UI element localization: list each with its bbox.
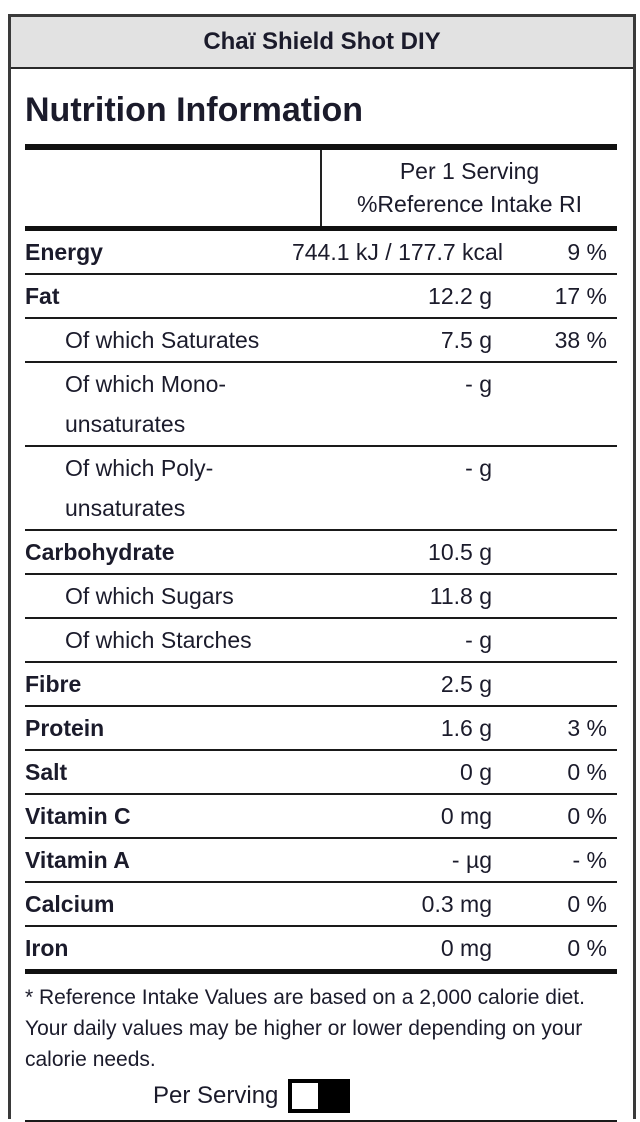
table-header-spacer	[25, 150, 320, 226]
nutrient-value: 0 mg	[440, 803, 492, 829]
nutrient-value: 10.5 g	[428, 539, 492, 565]
nutrient-value: 7.5 g	[440, 327, 492, 353]
nutrition-row: Protein 1.6 g 3 %	[25, 707, 617, 751]
nutrition-row: Of which Saturates 7.5 g 38 %	[25, 319, 617, 363]
nutrient-value: 744.1 kJ / 177.7 kcal	[291, 239, 503, 265]
nutrient-percent: 38 %	[554, 327, 607, 353]
nutrient-value: - g	[465, 371, 492, 397]
nutrition-row: Calcium 0.3 mg 0 %	[25, 883, 617, 927]
nutrient-percent: 17 %	[554, 283, 607, 309]
nutrition-row: Salt 0 g 0 %	[25, 751, 617, 795]
nutrient-value: - µg	[451, 847, 492, 873]
nutrient-value: 0 mg	[440, 935, 492, 961]
product-name: Chaï Shield Shot DIY	[203, 28, 441, 55]
nutrient-label: Of which Starches	[65, 627, 252, 653]
nutrient-label: Carbohydrate	[25, 539, 175, 565]
nutrition-row: Carbohydrate 10.5 g	[25, 531, 617, 575]
per-serving-toggle[interactable]	[288, 1079, 351, 1113]
nutrient-percent: 3 %	[567, 715, 607, 741]
nutrient-percent: - %	[572, 847, 608, 873]
per-serving-label: Per Serving	[153, 1082, 279, 1109]
nutrient-value: 1.6 g	[440, 715, 492, 741]
nutrient-label: Salt	[25, 759, 68, 785]
reference-intake-footnote: * Reference Intake Values are based on a…	[25, 982, 617, 1075]
nutrient-label: Fat	[25, 283, 60, 309]
nutrition-table: Per 1 Serving %Reference Intake RI Energ…	[25, 144, 617, 974]
nutrient-percent: 0 %	[567, 935, 607, 961]
nutrient-label: Of which Saturates	[65, 327, 260, 353]
nutrient-percent: 0 %	[567, 891, 607, 917]
col-header-reference-intake: %Reference Intake RI	[356, 191, 582, 217]
nutrition-rows: Energy 744.1 kJ / 177.7 kcal 9 % Fat 12.…	[25, 231, 617, 969]
nutrient-label: Of which Sugars	[65, 583, 234, 609]
nutrient-value: 0.3 mg	[421, 891, 492, 917]
nutrient-label: Calcium	[25, 891, 115, 917]
nutrition-row: Fibre 2.5 g	[25, 663, 617, 707]
nutrition-row: Of which Mono-unsaturates - g	[25, 363, 617, 447]
nutrient-value: 11.8 g	[429, 583, 492, 609]
nutrient-label: Energy	[25, 239, 103, 265]
table-header-cell: Per 1 Serving %Reference Intake RI	[320, 150, 617, 226]
col-header-serving: Per 1 Serving	[399, 158, 540, 184]
nutrient-label: Iron	[25, 935, 69, 961]
nutrient-label: Vitamin A	[25, 847, 130, 873]
nutrient-label: Vitamin C	[25, 803, 131, 829]
nutrient-value: 0 g	[460, 759, 492, 785]
nutrient-value: - g	[465, 627, 492, 653]
nutrient-label: Of which Poly-unsaturates	[65, 455, 214, 521]
nutrition-row: Vitamin C 0 mg 0 %	[25, 795, 617, 839]
footnote-line: calorie needs.	[25, 1048, 156, 1071]
nutrition-row: Fat 12.2 g 17 %	[25, 275, 617, 319]
nutrient-value: 2.5 g	[440, 671, 492, 697]
nutrient-label: Of which Mono-unsaturates	[65, 371, 227, 437]
nutrient-percent: 0 %	[567, 759, 607, 785]
nutrient-label: Fibre	[25, 671, 82, 697]
nutrient-label: Protein	[25, 715, 105, 741]
nutrition-row: Of which Starches - g	[25, 619, 617, 663]
nutrient-percent: 0 %	[567, 803, 607, 829]
serving-toggle-row: Per Serving	[25, 1077, 617, 1115]
page-title: Nutrition Information	[25, 91, 364, 129]
nutrition-row: Vitamin A - µg - %	[25, 839, 617, 883]
nutrition-row: Of which Sugars 11.8 g	[25, 575, 617, 619]
toggle-knob	[292, 1083, 319, 1109]
table-header-row: Per 1 Serving %Reference Intake RI	[25, 150, 617, 231]
nutrient-percent: 9 %	[567, 239, 607, 265]
nutrition-label-panel: Chaï Shield Shot DIY Nutrition Informati…	[8, 14, 636, 1122]
product-title-bar: Chaï Shield Shot DIY	[11, 17, 633, 69]
footnote-line: Your daily values may be higher or lower…	[25, 1017, 583, 1040]
nutrition-row: Energy 744.1 kJ / 177.7 kcal 9 %	[25, 231, 617, 275]
nutrient-value: - g	[465, 455, 492, 481]
nutrition-row: Of which Poly-unsaturates - g	[25, 447, 617, 531]
nutrition-row: Iron 0 mg 0 %	[25, 927, 617, 969]
footnote-line: * Reference Intake Values are based on a…	[25, 986, 585, 1009]
nutrient-value: 12.2 g	[428, 283, 492, 309]
